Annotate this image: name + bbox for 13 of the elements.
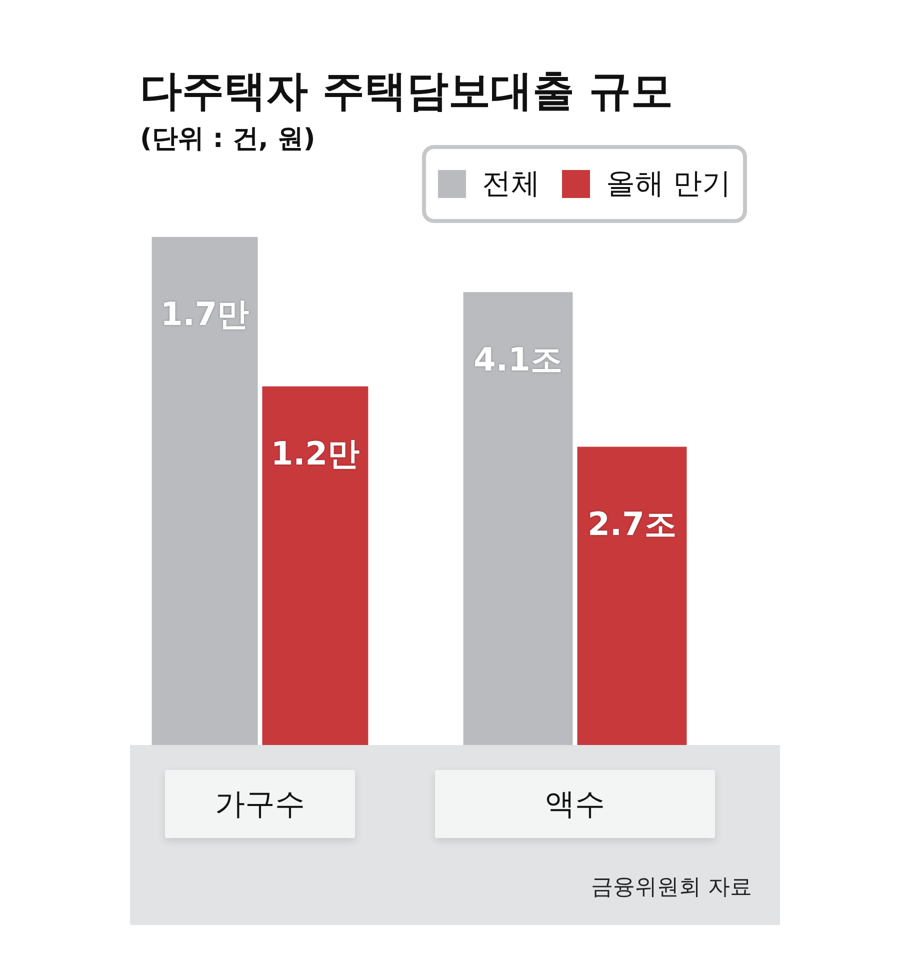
x-tick-label: 액수 <box>545 786 605 822</box>
chart-title: 다주택자 주택담보대출 규모 <box>140 66 674 116</box>
chart-subtitle: (단위 : 건, 원) <box>140 124 316 156</box>
data-label: 1.7만 <box>160 295 250 334</box>
data-label: 2.7조 <box>588 505 676 544</box>
legend-label: 전체 <box>482 166 540 200</box>
legend-label: 올해 만기 <box>606 166 732 200</box>
text: 금융위원회 자료 <box>591 874 752 902</box>
label-box: 액수 <box>435 770 715 838</box>
data-label: 4.1조 <box>474 340 562 378</box>
data-label: 1.2만 <box>270 434 360 473</box>
x-tick-label: 가구수 <box>215 786 305 822</box>
label-box: 가구수 <box>165 770 355 838</box>
